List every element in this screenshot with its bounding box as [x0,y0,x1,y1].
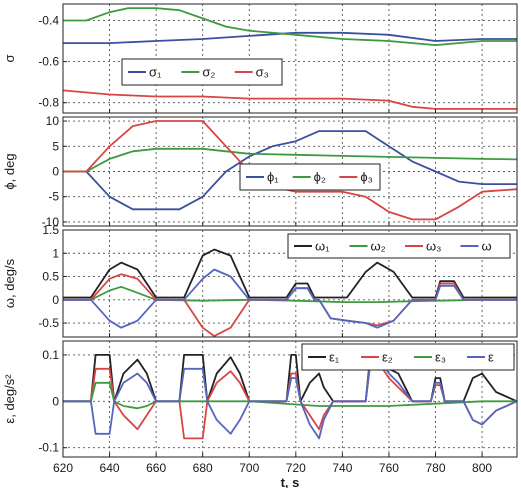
series-group [63,354,517,440]
xtick-label-4: 700 [239,461,259,475]
ytick-label-3: 0 [52,293,59,307]
plot-frame [62,340,518,458]
series-group [63,248,517,337]
series-line-3 [63,381,517,410]
legend-label-2: σ₂ [202,65,215,80]
y-axis-label: ϕ, deg [2,153,17,189]
ytick-label-4: -0.5 [38,316,59,330]
ytick-label-1: 0 [52,394,59,408]
ytick-label-0: 1.5 [42,223,59,237]
ytick-label-2: -0.8 [38,96,59,110]
plot-frame [62,116,518,227]
legend-label-1: ω₁ [315,239,330,254]
x-axis-label: t, s [281,475,300,488]
ytick-label-3: -5 [48,190,59,204]
legend-label-1: ε₁ [329,350,340,365]
legend-label-3: σ₃ [256,65,269,80]
legend: ω₁ ω₂ ω₃ ω [287,233,511,259]
series-group [63,7,517,110]
legend-label-4: ε [488,350,494,365]
legend-label-3: ω₃ [426,239,441,254]
xtick-label-9: 800 [472,461,492,475]
ytick-label-1: 5 [52,139,59,153]
legend: ϕ₁ ϕ₂ ϕ₃ [239,163,381,191]
xtick-label-6: 740 [332,461,352,475]
legend-label-2: ω₂ [371,239,386,254]
legend-label-3: ε₃ [435,350,446,365]
legend: ε₁ ε₂ ε₃ ε [301,343,515,371]
ytick-label-2: 0.5 [42,270,59,284]
y-axis-label: σ [2,54,17,62]
xtick-label-8: 780 [425,461,445,475]
legend-label-2: ϕ₂ [314,170,326,185]
series-line-4 [63,358,517,440]
series-line-1 [63,130,517,211]
series-line-3 [63,89,517,110]
ytick-label-1: 1 [52,246,59,260]
legend: σ₁ σ₂ σ₃ [121,58,283,86]
legend-label-1: σ₁ [149,65,162,80]
ytick-label-0: -0.4 [38,13,59,27]
series-line-4 [63,268,517,329]
legend-label-3: ϕ₃ [360,170,373,185]
series-line-2 [63,147,517,173]
legend-label-1: ϕ₁ [267,170,279,185]
plot-frame [62,229,518,338]
ytick-label-1: -0.6 [38,55,59,69]
xtick-label-5: 720 [286,461,306,475]
ytick-label-2: -0.1 [38,441,59,455]
series-line-2 [63,285,517,303]
y-axis-label: ε, deg/s² [2,374,17,424]
xtick-label-3: 680 [193,461,213,475]
panel-2: 10 5 0 -5 -10 ϕ, deg ϕ₁ ϕ₂ ϕ₃ [2,114,518,229]
legend-box [121,58,283,86]
legend-label-2: ε₂ [382,350,393,365]
series-line-2 [63,7,517,46]
xtick-label-7: 760 [379,461,399,475]
ytick-label-0: 10 [46,114,60,128]
panel-4: 0.1 0 -0.1 620 640 660 680 700 720 740 760 780 800 t,… [2,340,518,488]
ytick-label-0: 0.1 [42,348,59,362]
xtick-label-0: 620 [53,461,73,475]
series-line-1 [63,31,517,44]
panel-3: 1.5 1 0.5 0 -0.5 ω, deg/s ω₁ ω₂ ω₃ ω [2,223,518,338]
ytick-label-2: 0 [52,165,59,179]
xtick-label-1: 640 [100,461,120,475]
plot-frame [62,3,518,114]
xtick-label-2: 660 [146,461,166,475]
panel-1: -0.4 -0.6 -0.8 σ σ₁ σ₂ σ₃ [2,3,518,114]
y-axis-label: ω, deg/s [2,258,17,308]
legend-label-4: ω [482,239,492,254]
ytick-label-4: -10 [42,215,60,229]
